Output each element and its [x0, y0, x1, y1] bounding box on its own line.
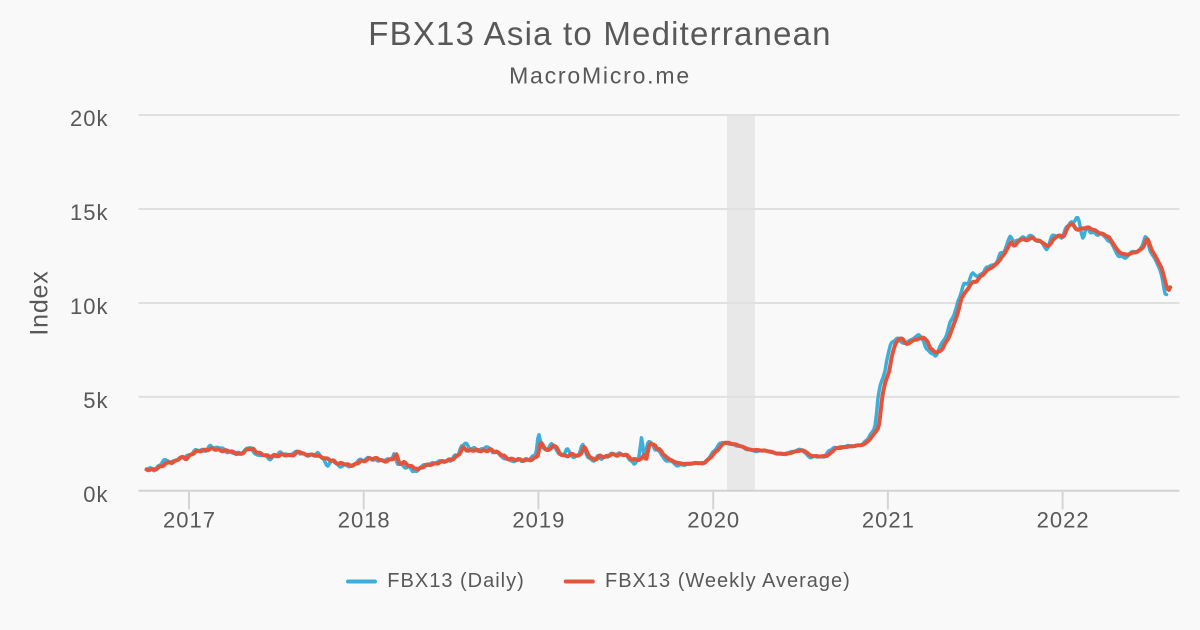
- svg-text:2019: 2019: [512, 508, 565, 533]
- svg-text:Index: Index: [26, 270, 54, 335]
- svg-text:5k: 5k: [83, 388, 108, 413]
- svg-text:2020: 2020: [687, 508, 740, 533]
- svg-text:FBX13 (Daily): FBX13 (Daily): [387, 570, 524, 592]
- svg-text:20k: 20k: [70, 106, 108, 131]
- svg-text:15k: 15k: [70, 200, 108, 225]
- svg-text:2022: 2022: [1037, 508, 1090, 533]
- svg-text:10k: 10k: [70, 294, 108, 319]
- svg-text:MacroMicro.me: MacroMicro.me: [509, 63, 691, 89]
- svg-text:FBX13 (Weekly Average): FBX13 (Weekly Average): [605, 570, 851, 592]
- svg-text:2018: 2018: [338, 508, 391, 533]
- svg-text:0k: 0k: [83, 482, 108, 507]
- svg-text:2017: 2017: [163, 508, 216, 533]
- svg-text:2021: 2021: [862, 508, 915, 533]
- svg-text:FBX13 Asia to Mediterranean: FBX13 Asia to Mediterranean: [368, 15, 831, 52]
